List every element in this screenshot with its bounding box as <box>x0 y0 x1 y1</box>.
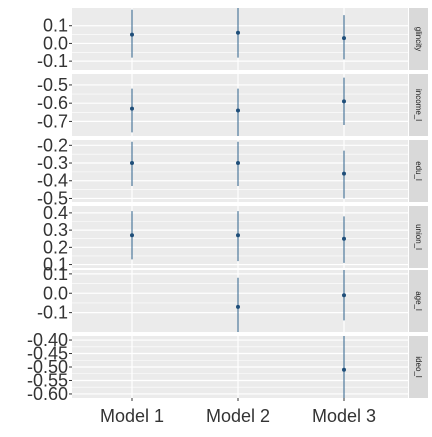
y-tick-label: -0.4 <box>37 171 68 191</box>
y-tick-label: 0.1 <box>43 255 68 275</box>
panel-age_l: -0.10.00.1 age_l <box>37 264 428 332</box>
estimate-point <box>130 32 134 37</box>
facet-strip <box>409 270 428 332</box>
panel-income_l: -0.7-0.6-0.5 income_l <box>37 74 428 136</box>
facet-strip <box>409 206 428 268</box>
estimate-point <box>236 233 240 238</box>
panel-background <box>72 206 408 268</box>
y-tick-label: -0.2 <box>37 135 68 155</box>
facet-strip-label: union_l <box>414 224 423 250</box>
facet-strip <box>409 336 428 398</box>
y-tick-label: -0.7 <box>37 111 68 131</box>
y-tick-label: 0.1 <box>43 16 68 36</box>
x-tick-label: Model 2 <box>206 406 270 426</box>
facet-strip <box>409 74 428 136</box>
facet-strip <box>409 8 428 70</box>
y-tick-label: 0.3 <box>43 220 68 240</box>
facet-strip-label: ideo_l <box>414 356 423 378</box>
panel-background <box>72 74 408 136</box>
y-tick-label: -0.6 <box>37 93 68 113</box>
y-tick-label: -0.40 <box>27 330 68 350</box>
estimate-point <box>236 304 240 309</box>
y-tick-label: 0.0 <box>43 33 68 53</box>
estimate-point <box>342 36 346 41</box>
y-tick-label: 0.2 <box>43 237 68 257</box>
y-tick-label: -0.3 <box>37 153 68 173</box>
panel-glincity: -0.10.00.1 glincity <box>37 8 428 71</box>
y-tick-label: -0.1 <box>37 51 68 71</box>
estimate-point <box>342 236 346 241</box>
facet-strip <box>409 140 428 202</box>
estimate-point <box>130 106 134 111</box>
estimate-point <box>342 99 346 104</box>
facet-strip-label: income_l <box>414 89 423 121</box>
x-tick-label: Model 3 <box>312 406 376 426</box>
estimate-point <box>342 171 346 176</box>
panel-background <box>72 270 408 332</box>
estimate-point <box>236 108 240 113</box>
y-tick-label: 0.0 <box>43 283 68 303</box>
estimate-point <box>130 233 134 238</box>
y-tick-label: -0.60 <box>27 384 68 404</box>
estimate-point <box>342 293 346 298</box>
facet-strip-label: age_l <box>414 291 423 311</box>
estimate-point <box>236 30 240 35</box>
facet-strip-label: glincity <box>414 27 423 51</box>
estimate-point <box>342 367 346 372</box>
panel-ideo_l: -0.60-0.55-0.50-0.45-0.40 ideo_l <box>27 330 428 404</box>
panel-union_l: 0.10.20.30.4 union_l <box>43 203 428 275</box>
estimate-point <box>236 161 240 166</box>
y-tick-label: -0.50 <box>27 357 68 377</box>
x-tick-label: Model 1 <box>100 406 164 426</box>
estimate-point <box>130 161 134 166</box>
y-tick-label: -0.55 <box>27 370 68 390</box>
x-axis: Model 1 Model 2 Model 3 <box>100 398 376 426</box>
y-tick-label: -0.5 <box>37 188 68 208</box>
y-tick-label: 0.1 <box>43 264 68 284</box>
y-tick-label: -0.1 <box>37 303 68 323</box>
y-tick-label: 0.4 <box>43 203 68 223</box>
panel-edu_l: -0.5-0.4-0.3-0.2 edu_l <box>37 135 428 208</box>
y-tick-label: -0.45 <box>27 344 68 364</box>
facet-strip-label: edu_l <box>414 161 423 181</box>
panel-background <box>72 140 408 202</box>
y-tick-label: -0.5 <box>37 75 68 95</box>
panel-background <box>72 8 408 70</box>
